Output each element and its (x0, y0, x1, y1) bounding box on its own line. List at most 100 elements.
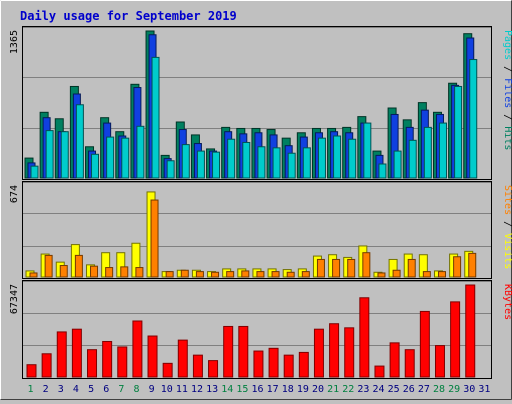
bar-sites-day-11 (180, 269, 189, 278)
x-tick-label-day-17: 17 (267, 384, 279, 395)
bar-sites-day-25 (392, 269, 401, 278)
x-tick-label-day-22: 22 (342, 384, 354, 395)
x-tick-label-day-1: 1 (28, 384, 34, 395)
bar-pages-day-28 (438, 122, 447, 179)
bar-pages-day-10 (166, 160, 175, 179)
right-label-files: Files (502, 78, 512, 108)
x-tick-label-day-7: 7 (118, 384, 124, 395)
bar-pages-day-2 (45, 130, 54, 179)
right-label-middle: Sites / Visits (502, 185, 512, 269)
bar-sites-day-22 (347, 258, 356, 278)
bar-kbytes-day-3 (56, 331, 67, 378)
x-tick-label-day-9: 9 (149, 384, 155, 395)
bar-kbytes-day-8 (132, 320, 143, 378)
bar-sites-day-14 (226, 271, 235, 278)
x-tick-label-day-10: 10 (161, 384, 173, 395)
bar-sites-day-4 (74, 254, 83, 278)
bar-kbytes-day-21 (329, 323, 340, 378)
x-tick-label-day-6: 6 (103, 384, 109, 395)
bar-pages-day-27 (423, 126, 432, 179)
bar-sites-day-12 (195, 271, 204, 278)
bar-kbytes-day-22 (344, 327, 355, 378)
bar-pages-day-4 (75, 104, 84, 179)
bar-kbytes-day-26 (404, 349, 415, 378)
bar-pages-day-1 (30, 165, 39, 179)
bar-sites-day-29 (453, 256, 462, 278)
bar-pages-day-26 (408, 139, 417, 179)
x-tick-label-day-23: 23 (357, 384, 369, 395)
bar-pages-day-30 (469, 59, 478, 179)
bar-pages-day-14 (227, 138, 236, 179)
bar-sites-day-2 (44, 254, 53, 278)
right-label-bottom: KBytes (502, 284, 512, 320)
x-tick-label-day-19: 19 (297, 384, 309, 395)
bar-pages-day-20 (317, 137, 326, 179)
bar-sites-day-23 (362, 252, 371, 278)
bar-pages-day-18 (287, 152, 296, 179)
bar-kbytes-day-29 (450, 301, 461, 378)
ymax-label-top: 1365 (9, 30, 20, 54)
bar-sites-day-30 (468, 252, 477, 278)
bar-sites-day-10 (165, 271, 174, 278)
x-tick-label-day-13: 13 (206, 384, 218, 395)
bar-sites-day-7 (120, 266, 129, 278)
bar-kbytes-day-4 (71, 328, 82, 378)
x-tick-label-day-3: 3 (58, 384, 64, 395)
bar-sites-day-13 (211, 271, 220, 278)
bar-kbytes-day-1 (26, 364, 37, 378)
chart-title: Daily usage for September 2019 (20, 9, 237, 23)
bar-pages-day-17 (272, 147, 281, 179)
bar-sites-day-20 (316, 258, 325, 278)
bar-pages-day-22 (348, 138, 357, 179)
bar-pages-day-3 (60, 131, 69, 179)
bar-kbytes-day-25 (389, 342, 400, 378)
bar-pages-day-15 (242, 141, 251, 179)
bar-pages-day-8 (136, 125, 145, 179)
bar-pages-day-5 (91, 153, 100, 179)
ymax-label-middle: 674 (9, 185, 20, 203)
bar-kbytes-day-15 (238, 325, 249, 378)
bar-sites-day-1 (29, 272, 38, 278)
bar-pages-day-11 (181, 144, 190, 179)
bar-pages-day-24 (378, 163, 387, 179)
bar-sites-day-28 (437, 271, 446, 278)
x-tick-label-day-24: 24 (373, 384, 385, 395)
bar-kbytes-day-6 (102, 340, 113, 378)
bar-sites-day-8 (135, 267, 144, 278)
bar-kbytes-day-13 (208, 360, 219, 378)
bar-kbytes-day-17 (268, 347, 279, 378)
bar-pages-day-19 (302, 147, 311, 179)
x-tick-label-day-14: 14 (221, 384, 233, 395)
x-tick-label-day-8: 8 (133, 384, 139, 395)
x-tick-label-day-5: 5 (88, 384, 94, 395)
x-tick-label-day-18: 18 (282, 384, 294, 395)
bar-sites-day-16 (256, 271, 265, 278)
x-tick-label-day-21: 21 (327, 384, 339, 395)
bar-kbytes-day-28 (434, 345, 445, 378)
bar-kbytes-day-18 (283, 354, 294, 378)
bar-sites-day-6 (105, 267, 114, 278)
x-tick-label-day-4: 4 (73, 384, 79, 395)
right-label-separator: / (502, 60, 512, 78)
bar-kbytes-day-23 (359, 297, 370, 378)
bar-kbytes-day-10 (162, 362, 173, 378)
bar-pages-day-9 (151, 56, 160, 179)
bar-pages-day-16 (257, 146, 266, 179)
bar-kbytes-day-11 (177, 339, 188, 378)
bar-kbytes-day-12 (192, 354, 203, 378)
right-label-kbytes: KBytes (502, 284, 512, 320)
bar-sites-day-9 (150, 199, 159, 278)
bar-kbytes-day-24 (374, 365, 385, 378)
x-tick-label-day-16: 16 (251, 384, 263, 395)
bar-pages-day-13 (212, 151, 221, 179)
bar-kbytes-day-30 (465, 284, 476, 378)
bar-sites-day-18 (286, 271, 295, 278)
bar-sites-day-15 (241, 270, 250, 278)
bar-sites-day-19 (301, 271, 310, 278)
right-label-sites: Sites (502, 185, 512, 215)
x-tick-label-day-27: 27 (418, 384, 430, 395)
bar-sites-day-3 (59, 265, 68, 278)
x-tick-label-day-28: 28 (433, 384, 445, 395)
right-label-separator: / (502, 108, 512, 126)
